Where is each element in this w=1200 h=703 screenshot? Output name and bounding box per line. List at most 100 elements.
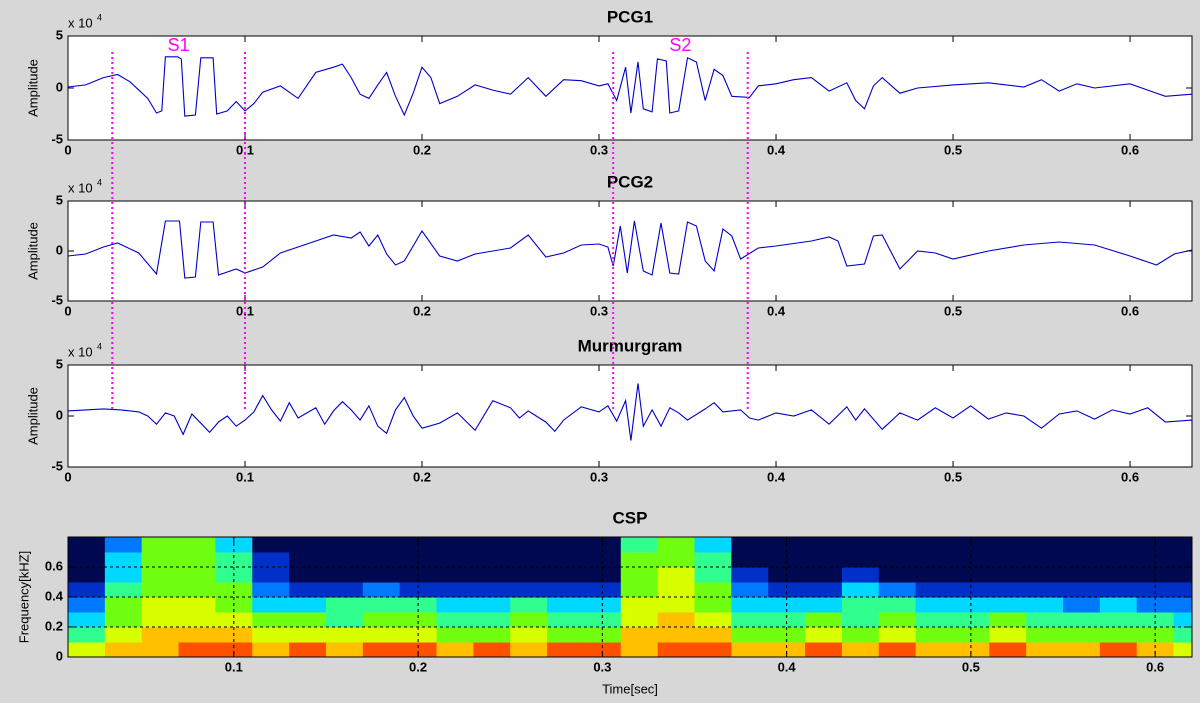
heatmap-cell <box>141 597 180 613</box>
heatmap-cell <box>547 567 585 583</box>
heatmap-cell <box>178 597 216 613</box>
heatmap-cell <box>915 627 953 643</box>
heatmap-cell <box>1099 582 1138 598</box>
y-scale-label: x 10 <box>68 344 93 359</box>
heatmap-cell <box>620 582 659 598</box>
heatmap-cell <box>104 582 143 598</box>
heatmap-cell <box>841 567 880 583</box>
y-tick-label: -5 <box>51 458 63 473</box>
heatmap-cell <box>473 582 511 598</box>
heatmap-cell <box>547 537 585 553</box>
x-tick-label: 0.4 <box>767 303 786 318</box>
x-tick-label: 0.6 <box>1146 659 1164 674</box>
heatmap-cell <box>510 642 548 657</box>
heatmap-cell <box>473 642 511 657</box>
heatmap-cell <box>1063 582 1101 598</box>
heatmap-cell <box>989 627 1027 643</box>
heatmap-cell <box>547 582 585 598</box>
heatmap-cell <box>289 627 327 643</box>
heatmap-cell <box>657 642 695 657</box>
heatmap-cell <box>547 642 585 657</box>
heatmap-cell <box>1063 597 1101 613</box>
heatmap-cell <box>731 597 769 613</box>
heatmap-cell <box>325 627 364 643</box>
heatmap-cell <box>1136 582 1175 598</box>
heatmap-cell <box>104 597 143 613</box>
heatmap-cell <box>104 552 143 568</box>
heatmap-cell <box>694 612 732 628</box>
heatmap-cell <box>252 627 290 643</box>
heatmap-cell <box>141 642 180 657</box>
heatmap-cell <box>510 627 548 643</box>
x-tick-label: 0.2 <box>413 469 431 484</box>
heatmap-cell <box>510 552 548 568</box>
heatmap-cell <box>1026 597 1064 613</box>
heatmap-cell <box>399 612 438 628</box>
heatmap-cell <box>915 612 953 628</box>
heatmap-cell <box>547 627 585 643</box>
heatmap-cell <box>657 552 695 568</box>
heatmap-cell <box>620 552 659 568</box>
heatmap-cell <box>436 642 474 657</box>
heatmap-cell <box>805 582 843 598</box>
axes-frame <box>67 200 1193 302</box>
heatmap-cell <box>878 627 917 643</box>
heatmap-cell <box>952 642 990 657</box>
heatmap-cell <box>620 642 659 657</box>
heatmap-cell <box>1099 612 1138 628</box>
heatmap-cell <box>289 642 327 657</box>
x-tick-label: 0.4 <box>767 142 786 157</box>
heatmap-cell <box>805 552 843 568</box>
heatmap-cell <box>878 582 917 598</box>
chart-title: PCG2 <box>607 172 653 191</box>
heatmap-cell <box>1173 627 1192 643</box>
x-tick-label: 0 <box>64 469 71 484</box>
heatmap-cell <box>325 582 364 598</box>
heatmap-cell <box>1136 642 1175 657</box>
heatmap-cell <box>731 567 769 583</box>
heatmap-cell <box>915 552 953 568</box>
heatmap-cell <box>362 612 401 628</box>
heatmap-cell <box>1099 642 1138 657</box>
heatmap-cell <box>1063 627 1101 643</box>
heatmap-cell <box>1173 537 1192 553</box>
segment-label: S1 <box>168 35 190 55</box>
heatmap-cell <box>362 537 401 553</box>
heatmap-cell <box>68 627 106 643</box>
heatmap-cell <box>473 552 511 568</box>
heatmap-cell <box>436 567 474 583</box>
heatmap-cell <box>1063 552 1101 568</box>
heatmap-cell <box>215 552 253 568</box>
heatmap-cell <box>805 642 843 657</box>
heatmap-cell <box>1063 612 1101 628</box>
heatmap-cell <box>952 552 990 568</box>
heatmap-cell <box>473 567 511 583</box>
heatmap-cell <box>915 582 953 598</box>
heatmap-cell <box>325 642 364 657</box>
heatmap-cell <box>436 552 474 568</box>
heatmap-cell <box>104 642 143 657</box>
heatmap-cell <box>325 567 364 583</box>
x-tick-label: 0.2 <box>413 303 431 318</box>
heatmap-cell <box>731 552 769 568</box>
heatmap-cell <box>141 627 180 643</box>
heatmap-cell <box>325 612 364 628</box>
heatmap-cell <box>657 597 695 613</box>
heatmap-cell <box>362 567 401 583</box>
heatmap-cell <box>1026 567 1064 583</box>
x-tick-label: 0.5 <box>944 142 962 157</box>
plot-area <box>68 365 1192 467</box>
heatmap-cell <box>1099 627 1138 643</box>
heatmap-cell <box>325 552 364 568</box>
heatmap-cell <box>215 582 253 598</box>
heatmap-cell <box>1173 582 1192 598</box>
heatmap-cell <box>141 552 180 568</box>
heatmap-cell <box>104 627 143 643</box>
heatmap-cell <box>694 642 732 657</box>
heatmap-cell <box>989 537 1027 553</box>
x-tick-label: 0.4 <box>778 659 797 674</box>
y-tick-label: 0 <box>56 242 63 257</box>
y-scale-exponent: 4 <box>97 341 102 351</box>
heatmap-cell <box>252 552 290 568</box>
heatmap-cell <box>1173 642 1192 657</box>
